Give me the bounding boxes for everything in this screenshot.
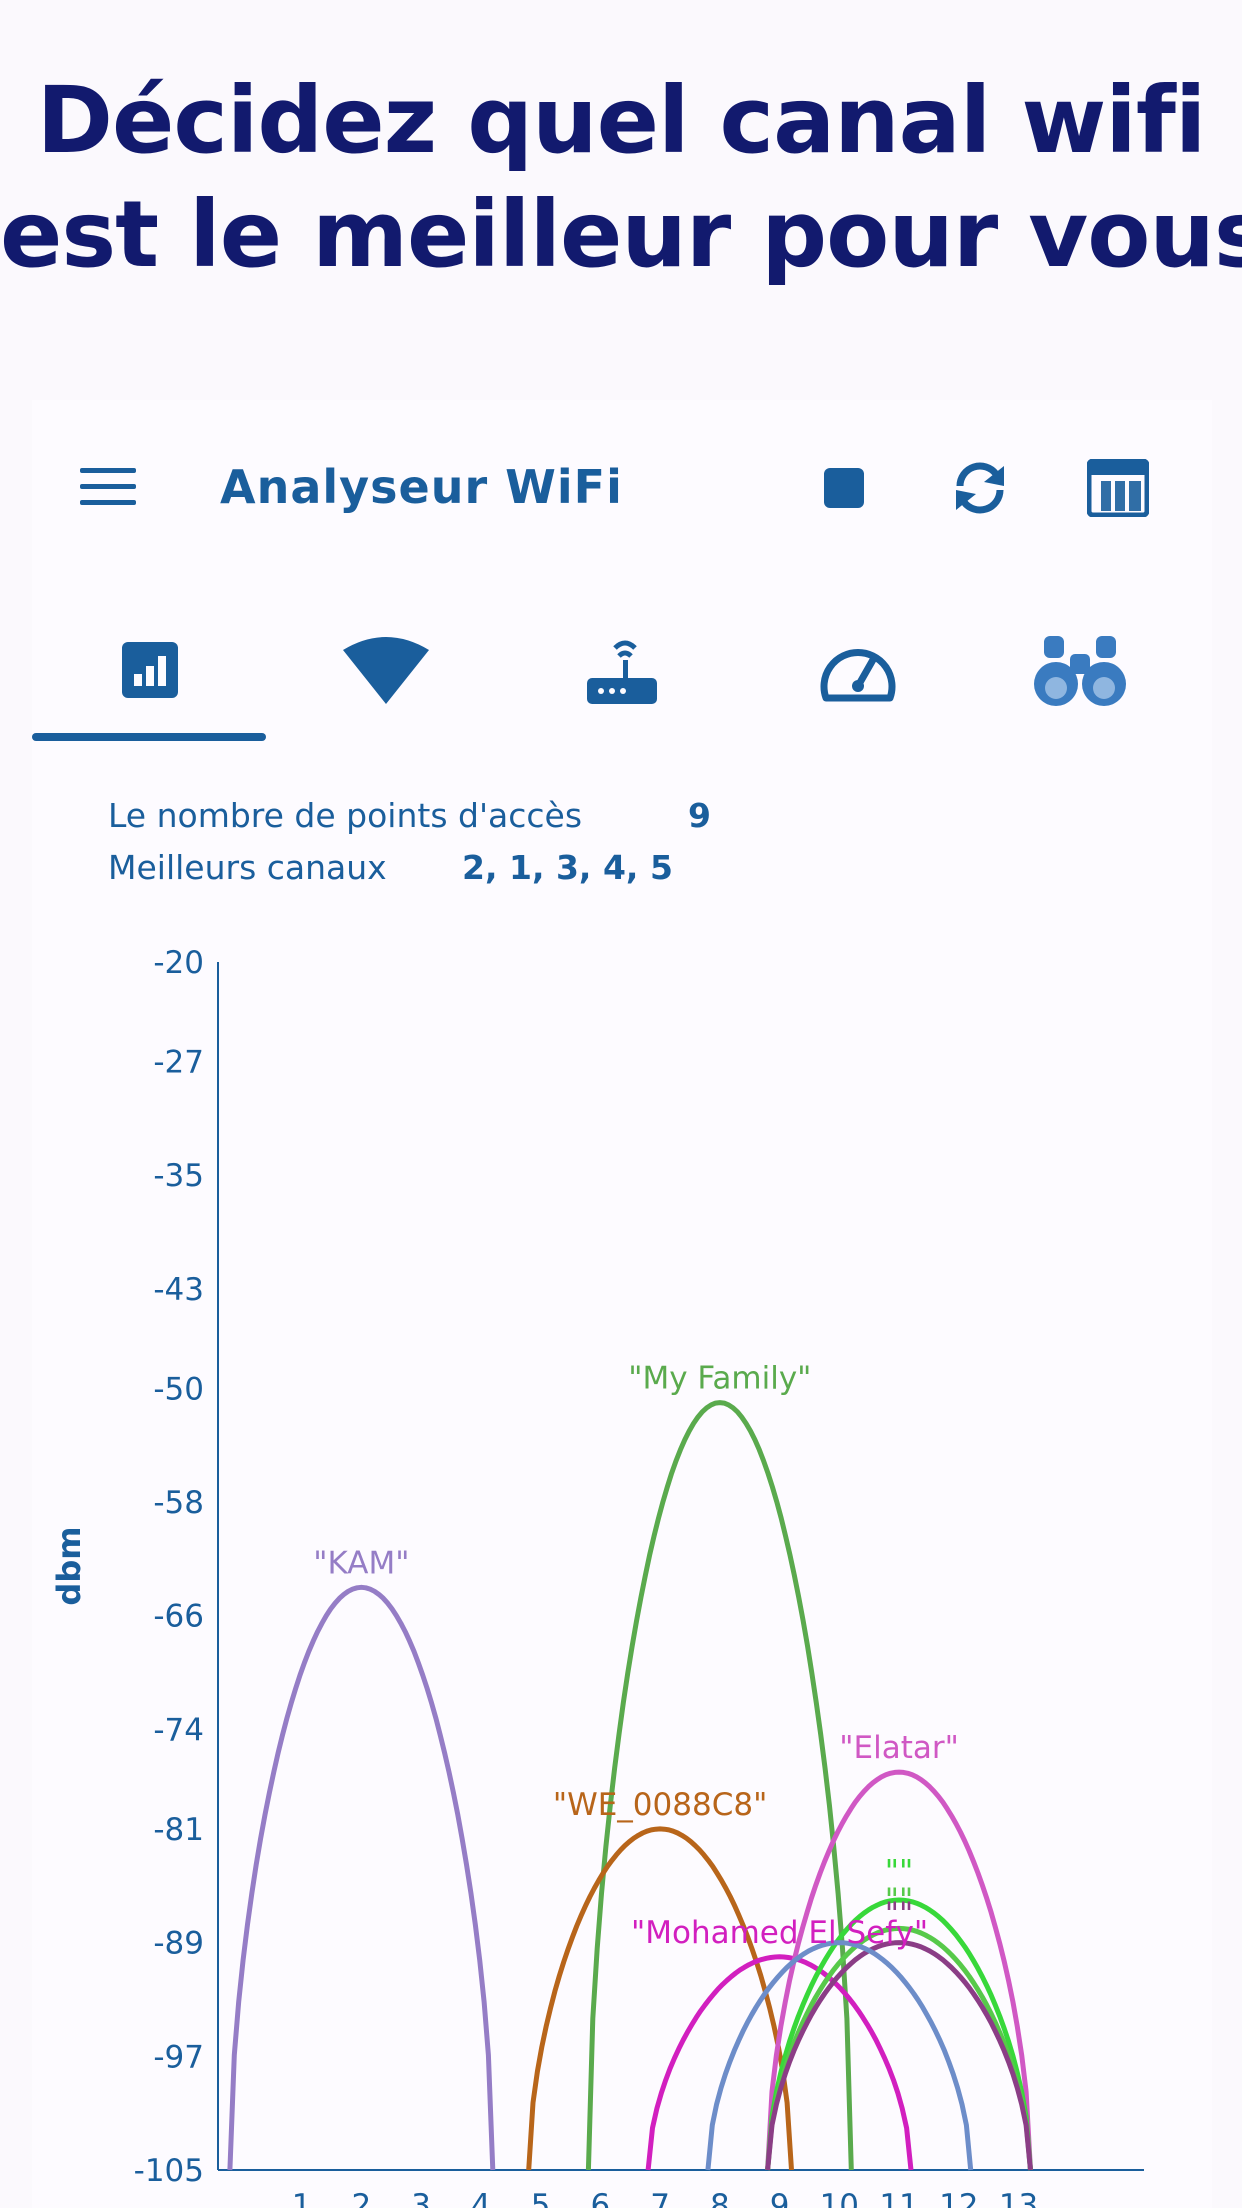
app-window: Analyseur WiFi (32, 400, 1212, 2208)
app-toolbar: Analyseur WiFi (32, 400, 1212, 580)
y-tick-label: -35 (153, 1158, 204, 1194)
y-tick-label: -50 (153, 1371, 204, 1407)
headline: Décidez quel canal wifi est le meilleur … (0, 64, 1242, 292)
x-tick-label: 9 (770, 2188, 790, 2208)
stop-icon (824, 468, 864, 508)
tab-speedometer[interactable] (740, 600, 976, 740)
series-curve (227, 1584, 496, 2171)
selected-tab-indicator (32, 733, 266, 741)
refresh-icon (956, 462, 1004, 514)
series-label: "" (885, 1854, 914, 1890)
x-tick-label: 4 (471, 2188, 491, 2208)
y-tick-label: -43 (153, 1272, 204, 1308)
series-curve (765, 1769, 1033, 2171)
headline-line-2: est le meilleur pour vous (0, 181, 1242, 288)
wifi-signal-icon (343, 637, 429, 704)
y-tick-label: -74 (153, 1712, 204, 1748)
tab-router[interactable] (504, 600, 740, 740)
series-curve (765, 1925, 1033, 2171)
binoculars-icon (1034, 636, 1126, 706)
menu-icon (80, 468, 136, 505)
best-channels-label: Meilleurs canaux (108, 848, 387, 887)
x-tick-label: 8 (710, 2188, 730, 2208)
y-tick-label: -105 (134, 2153, 204, 2189)
x-tick-label: 11 (879, 2188, 918, 2208)
headline-line-1: Décidez quel canal wifi (36, 67, 1207, 174)
x-tick-label: 1 (292, 2188, 312, 2208)
x-tick-label: 5 (531, 2188, 551, 2208)
y-tick-label: -97 (153, 2039, 204, 2075)
refresh-button[interactable] (944, 452, 1016, 524)
series-curve (765, 1940, 1033, 2171)
y-tick-label: -58 (153, 1485, 204, 1521)
ap-count-label: Le nombre de points d'accès (108, 796, 583, 835)
table-view-button[interactable] (1082, 452, 1154, 524)
menu-button[interactable] (72, 450, 144, 522)
x-tick-label: 7 (650, 2188, 670, 2208)
x-tick-label: 2 (352, 2188, 372, 2208)
series-curve (705, 1940, 974, 2171)
channel-graph-icon (122, 642, 178, 698)
best-channels-value: 2, 1, 3, 4, 5 (462, 848, 673, 887)
y-axis-label: dbm (50, 1526, 88, 1605)
x-tick-label: 6 (590, 2188, 610, 2208)
series-curve (585, 1400, 854, 2171)
summary-info: Le nombre de points d'accès 9 Meilleurs … (108, 790, 711, 894)
y-tick-label: -81 (153, 1812, 204, 1848)
table-icon (1087, 459, 1149, 517)
y-tick-label: -89 (153, 1926, 204, 1962)
series-label: "Mohamed El Sefy" (631, 1915, 928, 1951)
stop-button[interactable] (812, 456, 876, 520)
x-tick-label: 12 (939, 2188, 978, 2208)
x-tick-label: 3 (411, 2188, 431, 2208)
series-label: "WE_0088C8" (553, 1787, 768, 1823)
series-curve (526, 1826, 794, 2171)
series-label: "" (885, 1897, 914, 1933)
y-tick-label: -27 (153, 1044, 204, 1080)
series-label: "" (885, 1882, 914, 1918)
ap-count-value: 9 (688, 796, 711, 835)
series-label: "Elatar" (839, 1730, 959, 1766)
series-curve (765, 1897, 1033, 2171)
best-channels-row: Meilleurs canaux 2, 1, 3, 4, 5 (108, 842, 673, 894)
y-tick-label: -20 (153, 945, 204, 981)
app-title: Analyseur WiFi (220, 460, 623, 514)
series-label: "My Family" (628, 1361, 811, 1397)
tab-channel-graph[interactable] (32, 600, 268, 740)
tab-wifi-signal[interactable] (268, 600, 504, 740)
series-label: "KAM" (313, 1545, 409, 1581)
x-tick-label: 13 (999, 2188, 1038, 2208)
ap-count-row: Le nombre de points d'accès 9 (108, 790, 711, 842)
series-curve (645, 1954, 914, 2171)
tab-binoculars[interactable] (962, 600, 1198, 740)
speedometer-icon (820, 649, 896, 702)
y-tick-label: -66 (153, 1599, 204, 1635)
x-tick-label: 10 (820, 2188, 859, 2208)
router-icon (587, 640, 657, 704)
tab-bar (32, 600, 1212, 750)
